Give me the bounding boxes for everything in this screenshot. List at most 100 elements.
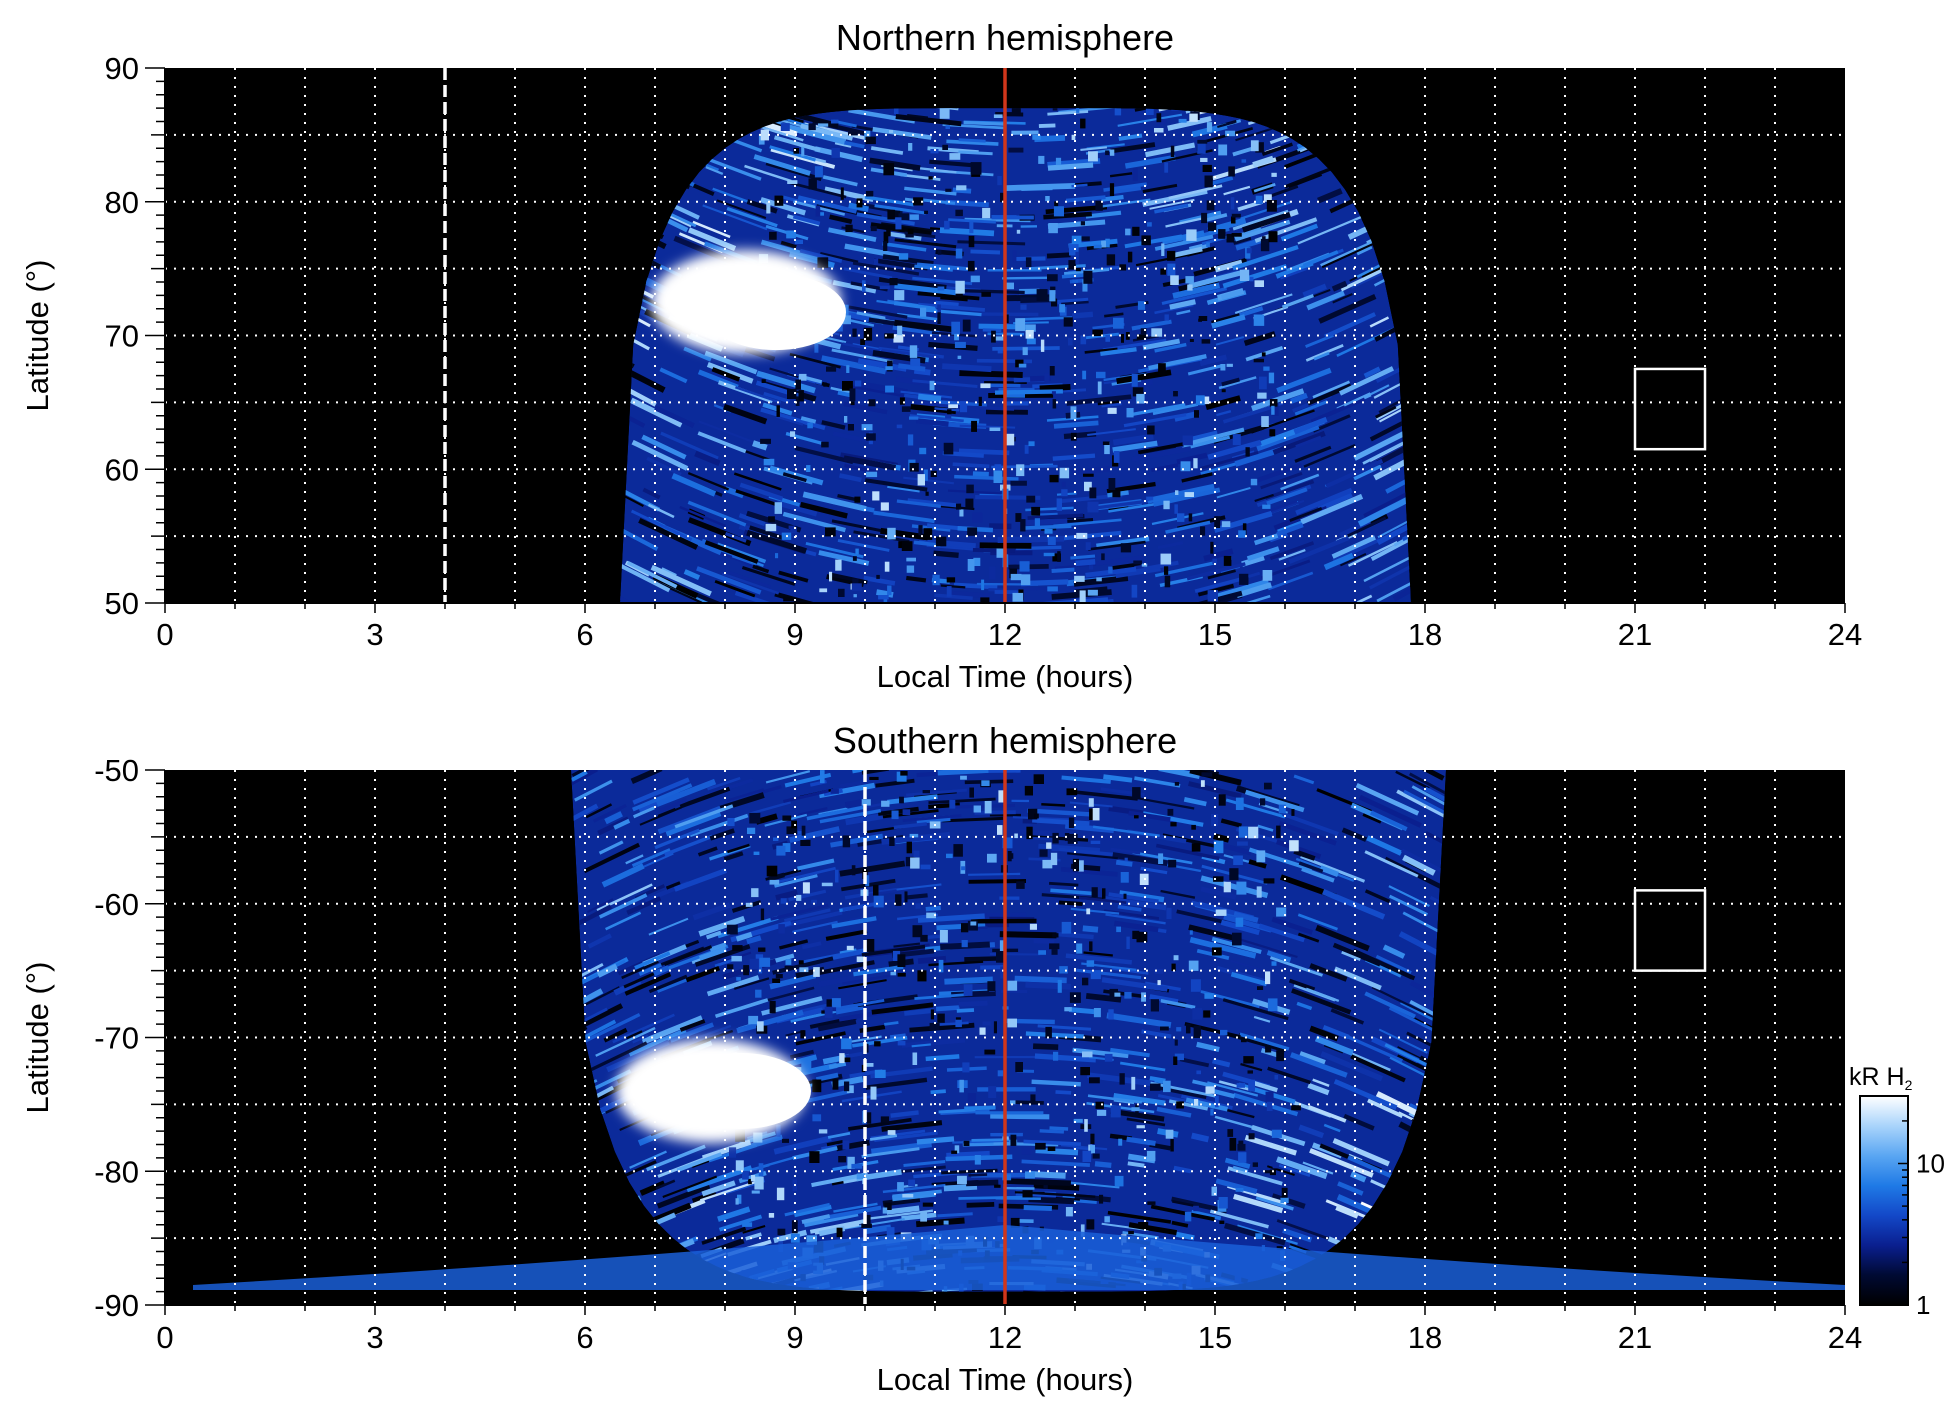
emission-speckle <box>990 428 1001 432</box>
emission-speckle <box>1128 252 1132 263</box>
emission-speckle <box>1189 114 1198 122</box>
emission-speckle <box>910 214 919 220</box>
emission-speckle <box>848 424 854 431</box>
emission-speckle <box>1132 374 1138 387</box>
emission-speckle <box>1222 389 1226 392</box>
emission-speckle <box>1013 250 1017 262</box>
emission-speckle <box>1098 382 1102 395</box>
emission-speckle <box>1201 213 1207 223</box>
emission-speckle <box>1080 1067 1090 1075</box>
emission-speckle <box>782 1139 789 1143</box>
emission-speckle <box>814 344 818 353</box>
emission-streak <box>942 366 991 369</box>
emission-speckle <box>1166 908 1171 919</box>
emission-speckle <box>971 421 977 432</box>
emission-speckle <box>754 852 760 855</box>
emission-streak <box>1026 1034 1084 1037</box>
emission-speckle <box>1020 561 1030 571</box>
emission-speckle <box>931 1009 934 1019</box>
emission-speckle <box>1105 151 1109 156</box>
emission-speckle <box>902 1194 913 1198</box>
emission-speckle <box>898 1041 906 1045</box>
emission-speckle <box>1164 566 1168 575</box>
emission-speckle <box>1166 1130 1174 1139</box>
emission-speckle <box>1052 949 1058 955</box>
emission-speckle <box>1220 1030 1227 1035</box>
emission-speckle <box>786 959 792 965</box>
emission-speckle <box>905 234 913 237</box>
emission-speckle <box>866 433 876 440</box>
emission-speckle <box>1197 143 1206 154</box>
emission-speckle <box>831 120 838 124</box>
emission-speckle <box>1026 330 1034 339</box>
emission-speckle <box>1233 856 1243 866</box>
emission-speckle <box>818 123 828 126</box>
emission-speckle <box>795 380 801 390</box>
emission-streak <box>966 1182 998 1183</box>
emission-streak <box>971 251 1001 252</box>
emission-speckle <box>776 846 785 856</box>
emission-speckle <box>1227 364 1233 367</box>
emission-speckle <box>1175 782 1179 786</box>
emission-streak <box>940 297 967 299</box>
emission-speckle <box>1289 840 1299 851</box>
emission-speckle <box>1031 507 1040 516</box>
emission-streak <box>1032 1082 1081 1085</box>
emission-speckle <box>1072 236 1082 245</box>
x-tick-label: 0 <box>156 617 173 652</box>
emission-speckle <box>1132 931 1139 939</box>
emission-speckle <box>1115 1176 1124 1187</box>
emission-speckle <box>1204 397 1209 405</box>
emission-speckle <box>880 286 890 289</box>
emission-speckle <box>1207 122 1212 132</box>
emission-speckle <box>1102 888 1106 899</box>
emission-speckle <box>1206 1086 1215 1093</box>
emission-streak <box>958 152 992 154</box>
emission-speckle <box>956 185 966 190</box>
emission-speckle <box>1051 853 1057 865</box>
emission-speckle <box>1118 1139 1122 1146</box>
emission-speckle <box>1174 504 1178 514</box>
panel-title-north: Northern hemisphere <box>836 17 1174 58</box>
emission-speckle <box>1269 231 1278 242</box>
emission-speckle <box>1256 850 1265 862</box>
emission-speckle <box>1059 304 1065 312</box>
emission-speckle <box>862 280 866 292</box>
emission-speckle <box>807 423 813 429</box>
emission-speckle <box>1052 833 1058 844</box>
emission-speckle <box>1265 971 1270 984</box>
emission-speckle <box>1108 1009 1113 1019</box>
emission-speckle <box>800 840 810 846</box>
emission-speckle <box>1199 316 1208 321</box>
emission-speckle <box>1022 1146 1032 1155</box>
emission-speckle <box>964 984 973 996</box>
emission-speckle <box>1263 570 1273 581</box>
emission-speckle <box>956 249 963 259</box>
emission-speckle <box>1008 851 1012 861</box>
emission-speckle <box>883 163 894 175</box>
emission-streak <box>1034 941 1055 942</box>
emission-speckle <box>981 580 984 591</box>
emission-speckle <box>775 196 784 206</box>
emission-speckle <box>955 210 963 216</box>
emission-speckle <box>1048 537 1056 545</box>
emission-speckle <box>1049 290 1055 301</box>
emission-streak <box>1003 1181 1071 1183</box>
emission-speckle <box>944 221 950 230</box>
emission-speckle <box>887 528 896 540</box>
emission-speckle <box>1030 924 1037 930</box>
emission-speckle <box>997 176 1002 185</box>
emission-streak <box>1052 570 1075 571</box>
emission-speckle <box>781 898 787 904</box>
emission-speckle <box>1185 492 1194 497</box>
emission-speckle <box>844 1082 849 1092</box>
emission-speckle <box>1020 519 1025 531</box>
emission-speckle <box>1047 586 1058 591</box>
emission-speckle <box>1264 878 1275 883</box>
emission-streak <box>1030 1174 1065 1176</box>
emission-speckle <box>857 198 863 207</box>
emission-speckle <box>1093 808 1100 820</box>
emission-speckle <box>945 414 951 418</box>
